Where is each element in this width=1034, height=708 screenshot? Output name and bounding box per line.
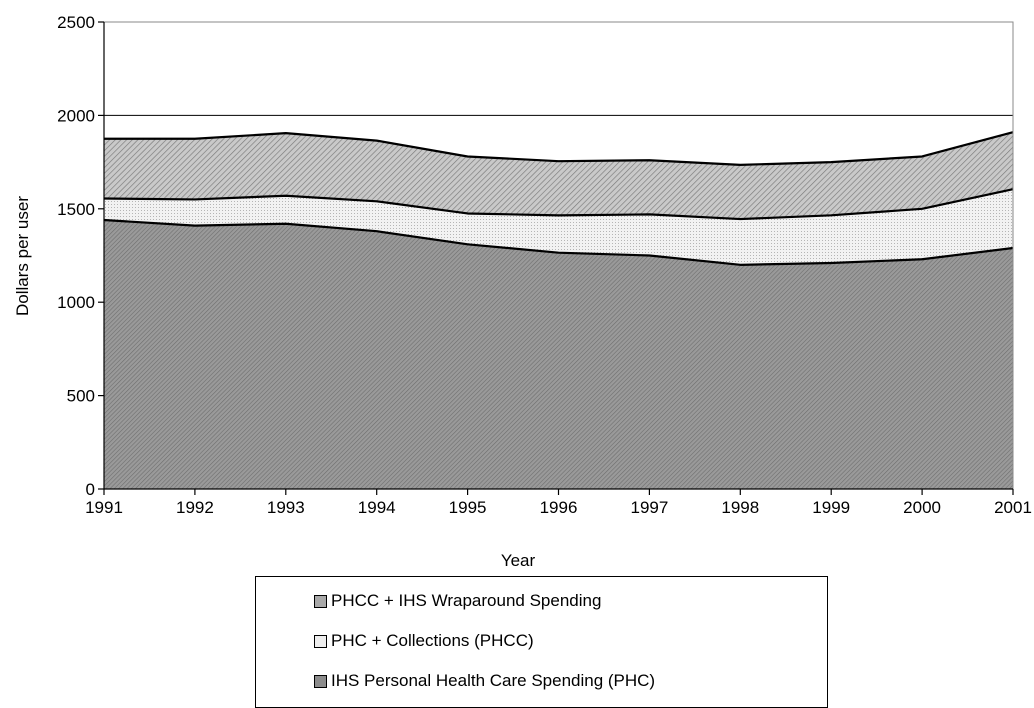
x-tick-label-1991: 1991	[85, 498, 123, 517]
legend-label-phc: IHS Personal Health Care Spending (PHC)	[331, 671, 656, 690]
legend-swatch-wraparound	[314, 594, 327, 608]
x-tick-label-2001: 2001	[994, 498, 1032, 517]
area-chart: 0 500 1000 1500 2000 2500 1991 1992 1993 1994 1995…	[13, 13, 1032, 570]
legend-item-phc: IHS Personal Health Care Spending (PHC)	[314, 671, 655, 691]
line-phc	[103, 218, 1014, 266]
x-tick-label-1992: 1992	[176, 498, 214, 517]
area-wraparound	[104, 132, 1013, 220]
line-wraparound	[104, 131, 1014, 167]
x-tick-label-1999: 1999	[812, 498, 850, 517]
x-axis-title: Year	[501, 551, 536, 570]
legend-label-wraparound: PHCC + IHS Wraparound Spending	[331, 591, 602, 610]
y-axis-title: Dollars per user	[13, 196, 32, 316]
x-tick-label-1996: 1996	[540, 498, 578, 517]
x-tick-label-1997: 1997	[630, 498, 668, 517]
legend-label-phcc: PHC + Collections (PHCC)	[331, 631, 534, 650]
x-tick-label-1998: 1998	[721, 498, 759, 517]
area-phc	[104, 220, 1013, 489]
x-tick-label-1995: 1995	[449, 498, 487, 517]
legend-swatch-phc	[314, 674, 327, 688]
y-tick-label-2000: 2000	[57, 106, 95, 125]
x-tick-label-2000: 2000	[903, 498, 941, 517]
line-phcc	[103, 188, 1014, 221]
y-tick-label-1000: 1000	[57, 293, 95, 312]
legend-item-phcc: PHC + Collections (PHCC)	[314, 631, 534, 651]
chart-legend: PHCC + IHS Wraparound Spending PHC + Col…	[255, 576, 828, 708]
legend-item-wraparound: PHCC + IHS Wraparound Spending	[314, 591, 601, 611]
area-phcc	[104, 189, 1013, 265]
y-tick-label-0: 0	[86, 480, 95, 499]
y-tick-label-2500: 2500	[57, 13, 95, 32]
x-tick-label-1994: 1994	[358, 498, 396, 517]
y-tick-label-1500: 1500	[57, 200, 95, 219]
x-tick-label-1993: 1993	[267, 498, 305, 517]
legend-swatch-phcc	[314, 634, 327, 648]
y-tick-label-500: 500	[67, 387, 95, 406]
